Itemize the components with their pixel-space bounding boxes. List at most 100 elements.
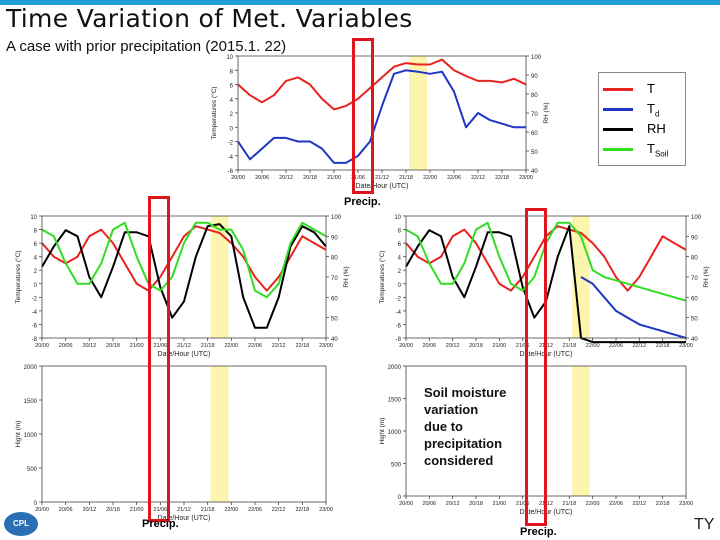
y-tick-label: -2	[396, 296, 402, 302]
y-tick-label: 500	[27, 467, 38, 473]
y-tick-label: 8	[34, 229, 38, 235]
x-tick-label: 20/00	[399, 343, 413, 349]
x-tick-label: 21/06	[153, 343, 167, 349]
y2-tick-label: 50	[531, 150, 538, 156]
x-tick-label: 21/00	[492, 343, 506, 349]
y2-tick-label: 80	[691, 256, 698, 262]
precip-shading	[572, 366, 590, 496]
y-tick-label: 0	[34, 283, 38, 289]
legend-label-td: Td	[647, 101, 660, 119]
x-tick-label: 21/18	[399, 175, 413, 181]
x-tick-label: 21/12	[177, 507, 191, 513]
legend-swatch-tsoil	[603, 148, 633, 151]
x-tick-label: 23/00	[319, 507, 333, 513]
y2-tick-label: 70	[331, 276, 338, 282]
y2-axis-label: RH (%)	[703, 266, 710, 287]
x-tick-label: 22/06	[609, 501, 623, 507]
x-tick-label: 22/12	[471, 175, 485, 181]
x-tick-label: 22/12	[632, 501, 646, 507]
legend-item-tsoil: TSoil	[603, 141, 683, 159]
y2-axis-label: RH (%)	[343, 266, 350, 287]
precip-highlight-box-right	[525, 208, 547, 526]
x-tick-label: 20/12	[446, 343, 460, 349]
series-line-t	[237, 58, 527, 111]
y2-tick-label: 80	[331, 256, 338, 262]
x-tick-label: 20/06	[59, 343, 73, 349]
legend-label-tsoil: TSoil	[647, 141, 669, 159]
y-tick-label: 6	[398, 242, 402, 248]
plot-area	[238, 56, 526, 170]
precip-highlight-box-top	[352, 38, 374, 194]
y-axis-label: Temperatures (°C)	[14, 250, 22, 303]
plot-area	[42, 366, 326, 502]
x-tick-label: 22/18	[295, 507, 309, 513]
y2-tick-label: 100	[331, 215, 342, 221]
x-tick-label: 21/18	[201, 507, 215, 513]
legend-label-t: T	[647, 81, 655, 96]
y-tick-label: 8	[230, 69, 234, 75]
y-tick-label: -6	[228, 169, 234, 175]
y-tick-label: -8	[396, 337, 402, 343]
y2-tick-label: 50	[331, 317, 338, 323]
precip-shading	[210, 366, 229, 502]
precip-highlight-box-left	[148, 196, 170, 522]
chart-top: -6 -4 -2 0 2 4 6 8 10 40 50 60 70 80 90 100 20/00 20/06 20…	[210, 55, 550, 190]
x-tick-label: 22/18	[656, 501, 670, 507]
x-tick-label: 21/06	[351, 175, 365, 181]
y-tick-label: 1000	[24, 433, 38, 439]
y2-tick-label: 90	[531, 74, 538, 80]
y-tick-label: 1500	[24, 399, 38, 405]
slide-subtitle: A case with prior precipitation (2015.1.…	[6, 38, 287, 55]
x-tick-label: 21/06	[516, 501, 530, 507]
x-tick-label: 20/06	[59, 507, 73, 513]
note-line: due to	[424, 419, 463, 434]
x-tick-label: 22/00	[224, 507, 238, 513]
x-tick-label: 20/18	[106, 507, 120, 513]
x-axis-label: Date/Hour (UTC)	[356, 183, 409, 190]
note-line: considered	[424, 453, 494, 468]
y-tick-label: -2	[228, 141, 234, 147]
x-tick-label: 22/06	[248, 343, 262, 349]
cpl-logo: CPL	[4, 512, 38, 536]
x-tick-label: 21/18	[562, 343, 576, 349]
x-tick-label: 21/12	[375, 175, 389, 181]
x-tick-label: 22/06	[447, 175, 461, 181]
series-line-t	[41, 225, 327, 292]
x-tick-label: 22/18	[295, 343, 309, 349]
x-tick-label: 21/12	[177, 343, 191, 349]
x-tick-label: 20/12	[279, 175, 293, 181]
x-tick-label: 21/00	[492, 501, 506, 507]
note-line: variation	[424, 402, 479, 417]
y-tick-label: -2	[32, 296, 38, 302]
precip-label-left: Precip.	[142, 518, 179, 530]
x-tick-label: 20/06	[255, 175, 269, 181]
series-line-td	[237, 69, 526, 164]
x-tick-label: 20/00	[399, 501, 413, 507]
note-line: precipitation	[424, 436, 503, 451]
y2-tick-label: 60	[531, 131, 538, 137]
y-tick-label: 8	[398, 229, 402, 235]
y-tick-label: 0	[34, 501, 38, 507]
x-tick-label: 23/00	[679, 501, 693, 507]
x-tick-label: 20/06	[422, 501, 436, 507]
y-tick-label: 4	[398, 256, 402, 262]
x-axis-label: Date/Hour (UTC)	[158, 515, 211, 522]
x-tick-label: 22/00	[423, 175, 437, 181]
x-tick-label: 20/06	[422, 343, 436, 349]
x-tick-label: 21/00	[130, 507, 144, 513]
y2-tick-label: 100	[691, 215, 702, 221]
y-tick-label: 2	[230, 112, 234, 118]
y-axis-label: Hight (m)	[15, 421, 22, 448]
y-tick-label: -6	[396, 323, 402, 329]
y-tick-label: 4	[34, 256, 38, 262]
x-tick-label: 21/18	[201, 343, 215, 349]
x-tick-label: 21/06	[516, 343, 530, 349]
x-tick-label: 20/00	[35, 343, 49, 349]
legend-swatch-rh	[603, 128, 633, 131]
x-axis-label: Date/Hour (UTC)	[158, 351, 211, 358]
precip-label-right: Precip.	[520, 526, 557, 538]
x-tick-label: 22/12	[272, 343, 286, 349]
corner-text: TY	[694, 516, 715, 533]
legend-swatch-t	[603, 88, 633, 91]
y-tick-label: 6	[230, 84, 234, 90]
